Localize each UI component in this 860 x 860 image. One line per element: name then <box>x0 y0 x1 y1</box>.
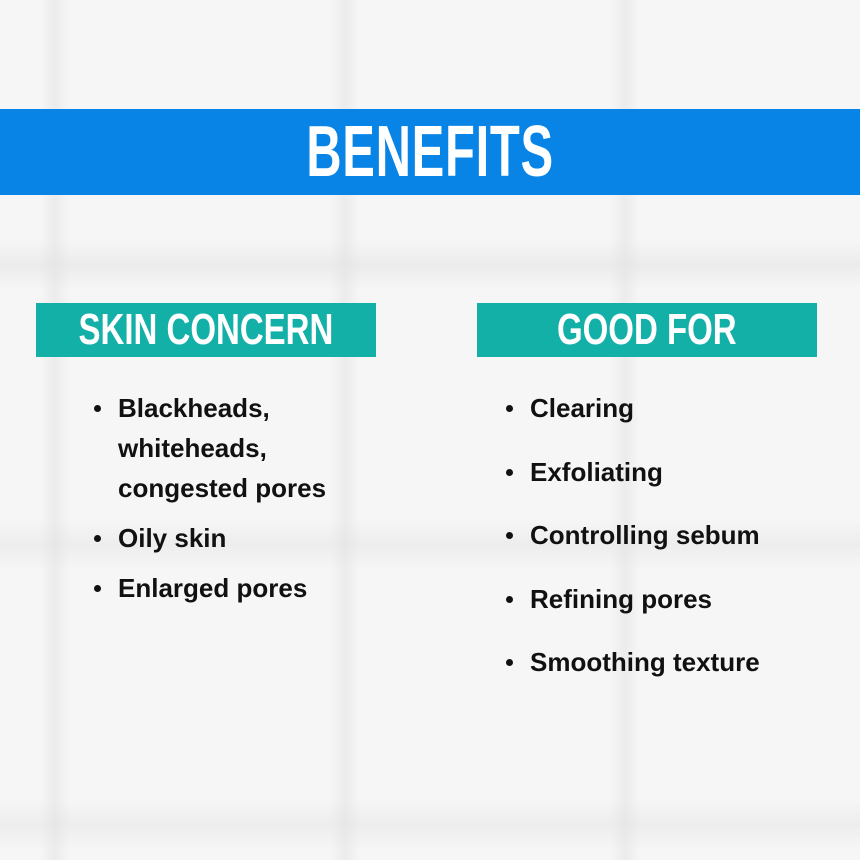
good-for-header: GOOD FOR <box>477 303 817 357</box>
list-item: Oily skin <box>94 518 358 558</box>
list-item: Refining pores <box>506 579 760 619</box>
list-item: Clearing <box>506 388 760 428</box>
good-for-list: Clearing Exfoliating Controlling sebum R… <box>506 388 760 706</box>
list-item: Blackheads, whiteheads, congested pores <box>94 388 358 508</box>
title-banner: BENEFITS <box>0 109 860 195</box>
list-item: Exfoliating <box>506 452 760 492</box>
skin-concern-header: SKIN CONCERN <box>36 303 376 357</box>
good-for-heading: GOOD FOR <box>557 305 737 354</box>
page-title: BENEFITS <box>306 112 554 192</box>
list-item: Smoothing texture <box>506 642 760 682</box>
skin-concern-list: Blackheads, whiteheads, congested pores … <box>94 388 358 618</box>
skin-concern-heading: SKIN CONCERN <box>78 305 334 354</box>
list-item: Controlling sebum <box>506 515 760 555</box>
list-item: Enlarged pores <box>94 568 358 608</box>
